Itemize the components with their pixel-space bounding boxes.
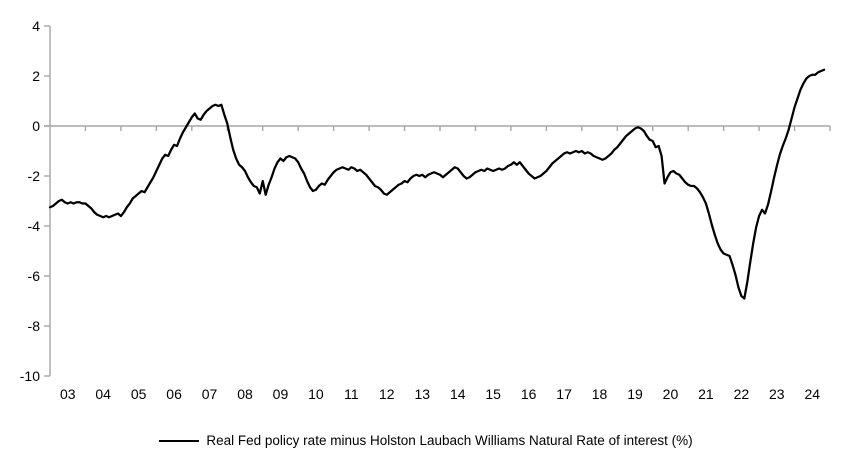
y-tick-label: -8 <box>28 318 41 334</box>
legend-line-marker <box>159 439 200 442</box>
x-tick-label: 21 <box>698 386 714 402</box>
legend: Real Fed policy rate minus Holston Lauba… <box>0 433 852 448</box>
x-tick-label: 06 <box>166 386 182 402</box>
x-tick-label: 23 <box>769 386 785 402</box>
x-tick-label: 18 <box>592 386 608 402</box>
y-tick-label: 4 <box>32 18 40 34</box>
x-tick-label: 14 <box>450 386 466 402</box>
x-tick-label: 13 <box>414 386 430 402</box>
x-tick-label: 11 <box>344 386 359 402</box>
x-tick-label: 04 <box>95 386 111 402</box>
legend-label: Real Fed policy rate minus Holston Lauba… <box>206 433 693 448</box>
x-tick-label: 08 <box>237 386 253 402</box>
y-tick-label: -6 <box>28 268 41 284</box>
x-tick-label: 05 <box>131 386 147 402</box>
x-tick-label: 20 <box>663 386 679 402</box>
x-tick-label: 09 <box>273 386 289 402</box>
y-tick-label: -4 <box>28 218 41 234</box>
y-tick-label: -2 <box>28 168 41 184</box>
x-tick-label: 10 <box>308 386 324 402</box>
x-tick-label: 15 <box>485 386 501 402</box>
x-tick-label: 03 <box>60 386 76 402</box>
x-tick-label: 16 <box>521 386 537 402</box>
x-tick-label: 12 <box>379 386 395 402</box>
x-tick-label: 22 <box>734 386 750 402</box>
x-tick-label: 17 <box>556 386 572 402</box>
data-series-line <box>48 68 826 300</box>
y-tick-label: -10 <box>20 368 40 384</box>
x-tick-label: 07 <box>202 386 218 402</box>
x-tick-label: 19 <box>627 386 643 402</box>
y-tick-label: 2 <box>32 68 40 84</box>
x-tick-label: 24 <box>804 386 820 402</box>
y-tick-label: 0 <box>32 118 40 134</box>
